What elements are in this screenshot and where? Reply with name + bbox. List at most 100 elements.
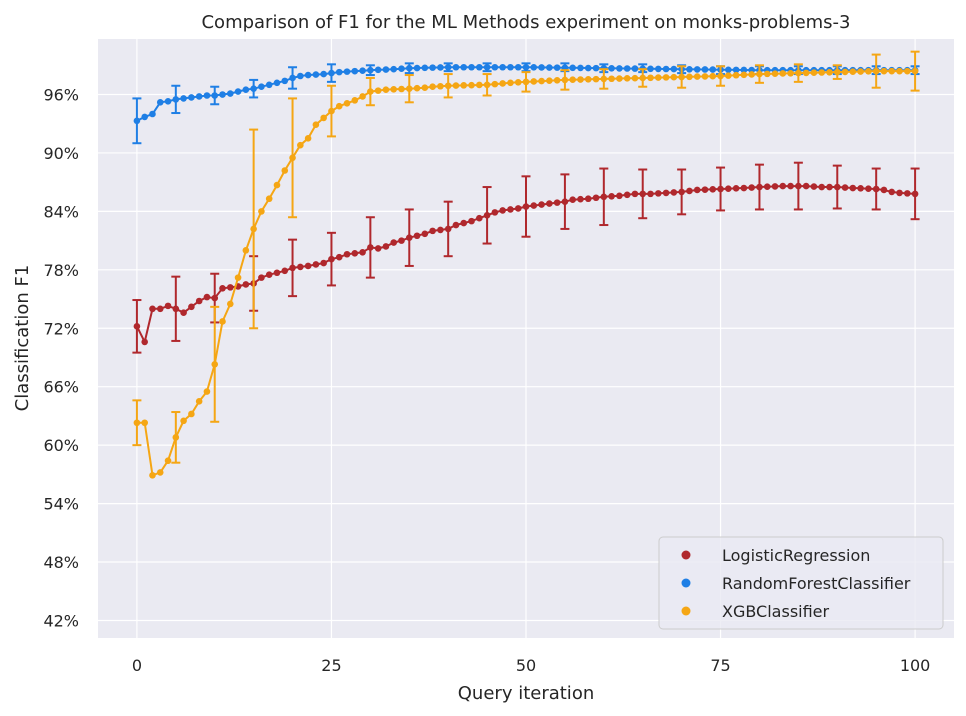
x-tick-label: 25 xyxy=(321,656,341,675)
legend-marker xyxy=(681,578,691,588)
data-point xyxy=(273,79,281,87)
data-point xyxy=(281,267,289,275)
y-tick-label: 96% xyxy=(43,86,79,105)
data-point xyxy=(390,86,398,93)
data-point xyxy=(725,66,732,74)
data-point xyxy=(670,73,678,81)
data-point xyxy=(149,305,156,313)
data-point xyxy=(382,66,390,73)
legend-label: RandomForestClassifier xyxy=(722,574,911,593)
data-point xyxy=(584,195,592,203)
data-point xyxy=(553,64,561,71)
data-point xyxy=(476,81,483,89)
data-point xyxy=(701,73,709,80)
data-point xyxy=(226,300,234,308)
data-point xyxy=(343,68,351,75)
data-point xyxy=(195,297,203,305)
legend-marker xyxy=(681,550,691,560)
data-point xyxy=(460,219,468,227)
data-point xyxy=(686,73,693,81)
data-point xyxy=(849,68,857,76)
data-point xyxy=(413,232,421,240)
data-point xyxy=(686,187,693,195)
data-point xyxy=(553,76,561,84)
data-point xyxy=(234,88,242,95)
data-point xyxy=(203,293,211,301)
data-point xyxy=(382,243,390,250)
data-point xyxy=(421,230,429,238)
data-point xyxy=(623,65,631,72)
data-point xyxy=(335,68,343,76)
data-point xyxy=(195,398,203,405)
data-point xyxy=(188,410,195,418)
data-point xyxy=(616,192,623,200)
data-point xyxy=(748,71,755,78)
data-point xyxy=(631,65,639,72)
data-point xyxy=(546,77,553,84)
data-point xyxy=(374,245,382,252)
data-point xyxy=(382,86,390,93)
data-point xyxy=(857,68,864,75)
data-point xyxy=(343,99,351,107)
series-LogisticRegression xyxy=(132,161,920,354)
data-point xyxy=(546,200,553,207)
data-point xyxy=(335,102,343,110)
data-point xyxy=(219,285,226,292)
data-point xyxy=(297,72,304,80)
data-point xyxy=(662,74,670,81)
data-point xyxy=(452,82,460,89)
data-point xyxy=(592,75,600,83)
legend-label: XGBClassifier xyxy=(722,602,830,621)
data-point xyxy=(771,183,779,190)
data-point xyxy=(709,186,717,193)
data-point xyxy=(258,83,265,91)
y-tick-label: 60% xyxy=(43,436,79,455)
data-point xyxy=(818,69,826,76)
data-point xyxy=(693,73,701,80)
data-point xyxy=(273,269,281,277)
x-tick-labels: 0 25 50 75 100 xyxy=(132,656,931,675)
data-point xyxy=(265,195,273,203)
data-point xyxy=(732,71,740,79)
legend-label: LogisticRegression xyxy=(722,546,870,565)
data-point xyxy=(818,183,826,191)
data-point xyxy=(219,91,226,98)
data-point xyxy=(304,262,312,270)
data-point xyxy=(437,226,444,234)
data-point xyxy=(647,190,654,198)
data-point xyxy=(359,249,366,256)
data-point xyxy=(429,64,436,71)
data-point xyxy=(865,68,872,75)
data-point xyxy=(732,185,740,192)
data-point xyxy=(701,66,709,73)
data-point xyxy=(865,185,872,192)
y-tick-label: 84% xyxy=(43,202,79,221)
data-point xyxy=(359,93,366,100)
data-point xyxy=(538,64,545,71)
series-layer xyxy=(132,50,920,479)
data-point xyxy=(740,66,748,74)
data-point xyxy=(779,70,787,77)
data-point xyxy=(460,63,468,71)
data-point xyxy=(429,83,436,91)
grid-lines xyxy=(98,39,954,638)
data-point xyxy=(538,77,545,85)
data-point xyxy=(569,64,576,72)
data-point xyxy=(826,183,833,191)
data-point xyxy=(320,114,327,122)
data-point xyxy=(810,69,818,76)
data-point xyxy=(802,69,810,77)
data-point xyxy=(888,188,896,196)
data-point xyxy=(491,209,499,216)
data-point xyxy=(312,121,320,129)
data-point xyxy=(476,63,483,71)
data-point xyxy=(180,309,187,316)
data-point xyxy=(421,64,429,72)
data-point xyxy=(530,64,538,71)
data-point xyxy=(514,63,522,71)
data-point xyxy=(156,469,164,476)
data-point xyxy=(242,247,250,254)
data-point xyxy=(647,65,654,73)
data-point xyxy=(242,86,250,93)
data-point xyxy=(398,237,405,244)
